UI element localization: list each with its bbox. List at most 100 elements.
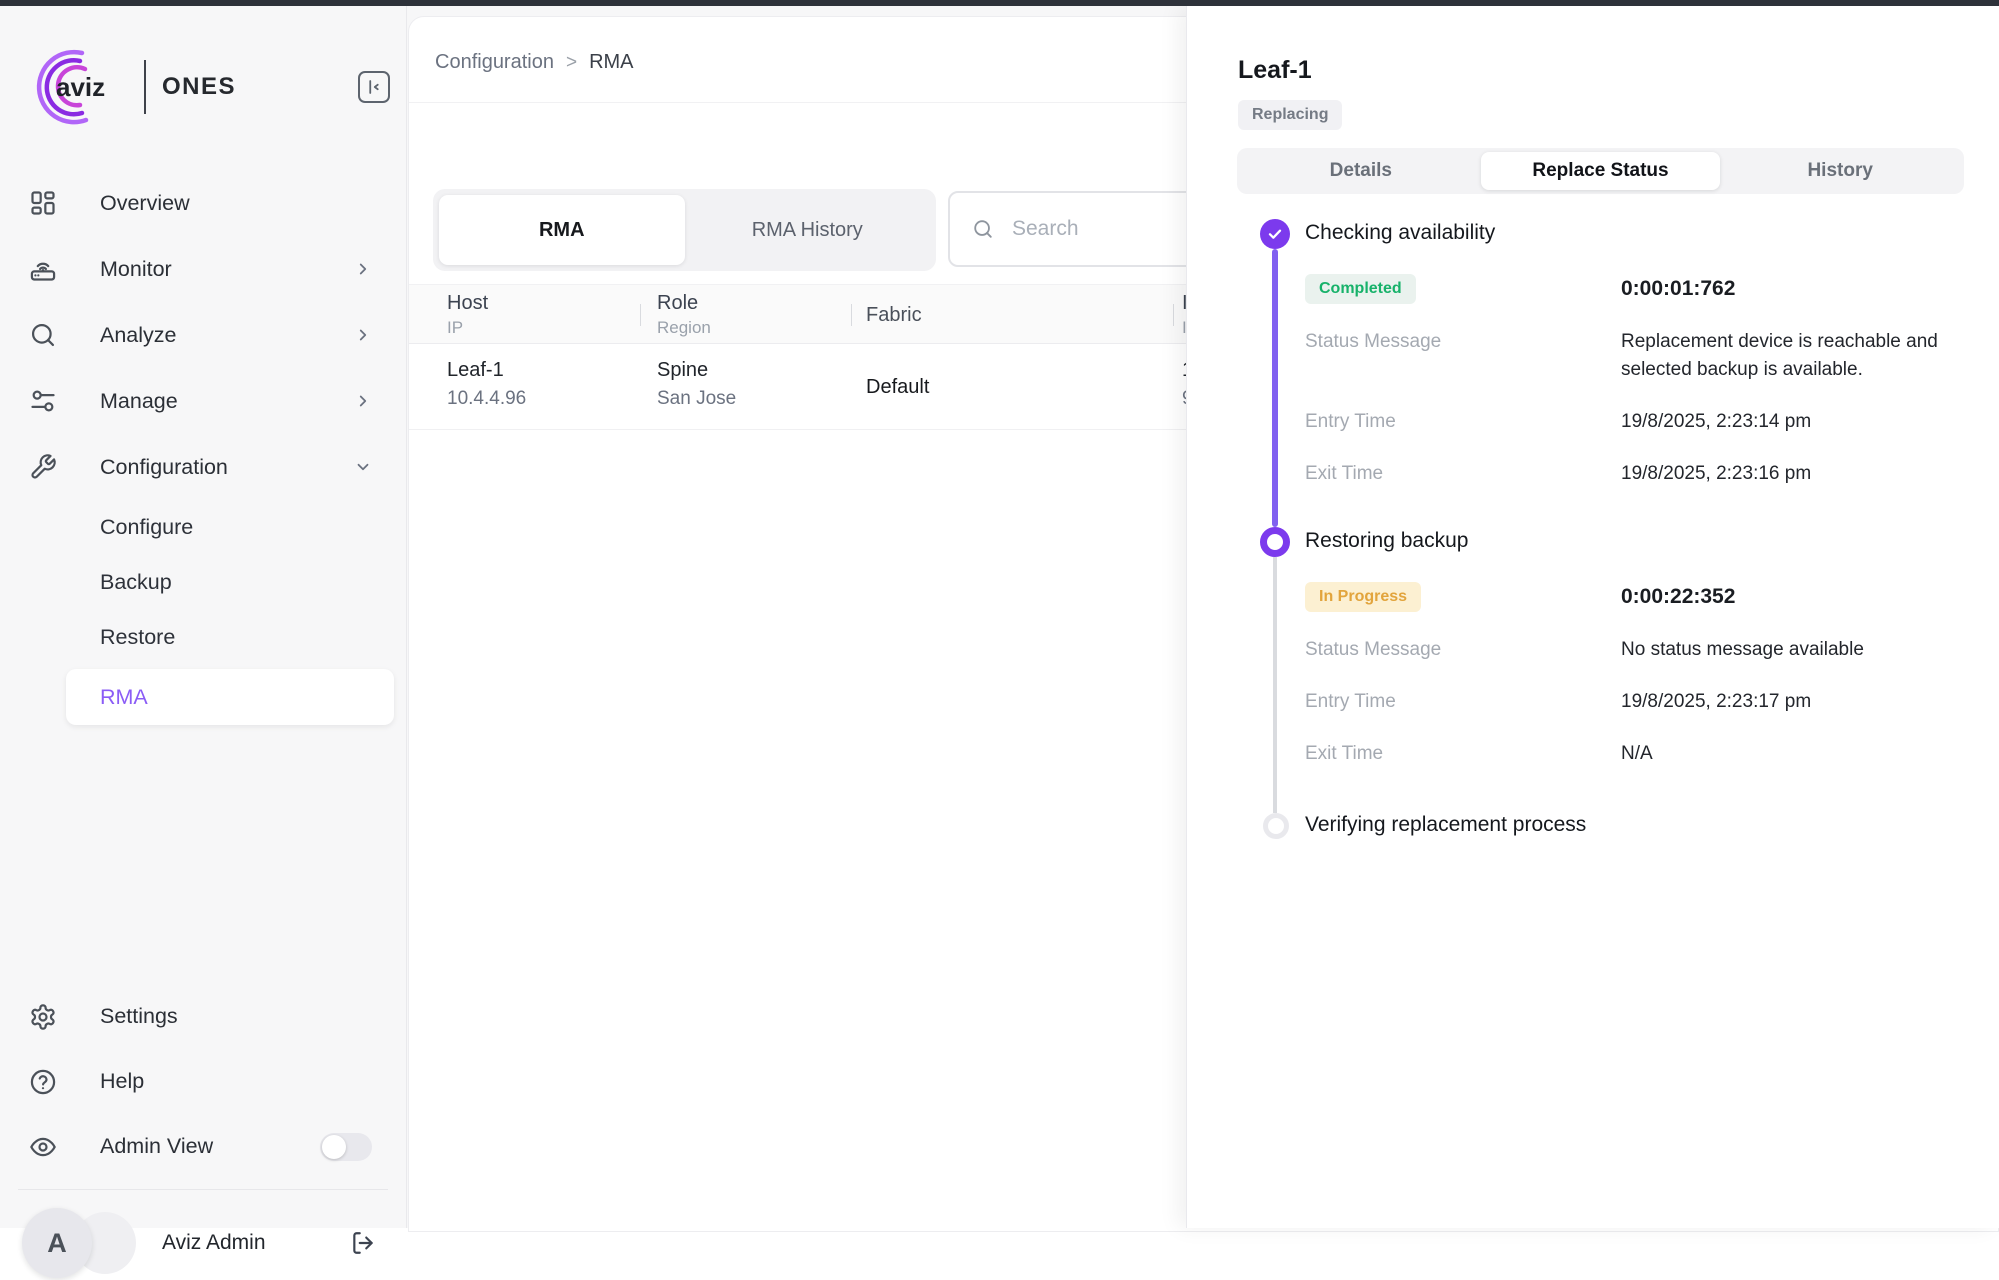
step-state-badge: Completed [1305, 274, 1416, 304]
timeline-node-pending [1263, 813, 1289, 839]
magnifier-icon [28, 320, 58, 350]
timeline-connector-pending [1273, 557, 1277, 813]
cell-role: Spine San Jose [657, 359, 736, 410]
toggle-knob [322, 1135, 346, 1159]
entry-time-label: Entry Time [1305, 688, 1621, 716]
chevron-right-icon [354, 326, 372, 344]
timeline-step-title: Restoring backup [1305, 526, 1468, 556]
status-message-value: Replacement device is reachable and sele… [1621, 328, 1999, 384]
timeline-node-completed [1260, 219, 1290, 249]
avatar[interactable]: A [22, 1206, 134, 1280]
logout-icon [350, 1230, 376, 1256]
help-icon [28, 1067, 58, 1097]
top-window-bar [0, 0, 1999, 6]
tab-history[interactable]: History [1720, 152, 1960, 190]
sub-item-label: Backup [100, 570, 172, 595]
avatar-initial: A [22, 1208, 92, 1278]
status-message-value: No status message available [1621, 636, 1999, 664]
sidebar-footer: Settings Help Admin View A Aviz Admin [0, 984, 406, 1280]
wrench-icon [28, 452, 58, 482]
exit-time-label: Exit Time [1305, 460, 1621, 488]
sidebar-item-label: Admin View [100, 1134, 213, 1159]
sidebar-collapse-button[interactable] [358, 71, 390, 103]
rma-tab-group: RMA RMA History [433, 189, 936, 271]
sidebar-item-analyze[interactable]: Analyze [0, 302, 406, 368]
panel-left-collapse-icon [365, 78, 383, 96]
entry-time-label: Entry Time [1305, 408, 1621, 436]
sub-item-label: Restore [100, 625, 175, 650]
sidebar-item-label: Help [100, 1069, 144, 1094]
sidebar-item-rma[interactable]: RMA [66, 669, 394, 725]
timeline-step-title: Verifying replacement process [1305, 810, 1586, 840]
sidebar-item-configuration[interactable]: Configuration [0, 434, 406, 500]
check-icon [1267, 226, 1283, 242]
column-separator [1173, 304, 1174, 326]
tab-rma[interactable]: RMA [439, 195, 685, 265]
sidebar-item-monitor[interactable]: Monitor [0, 236, 406, 302]
admin-view-toggle[interactable] [320, 1133, 372, 1161]
sidebar-item-label: Settings [100, 1004, 178, 1029]
breadcrumb-current: RMA [589, 51, 633, 74]
timeline-connector-completed [1272, 249, 1278, 527]
sidebar-item-restore[interactable]: Restore [0, 610, 406, 665]
entry-time-value: 19/8/2025, 2:23:17 pm [1621, 688, 1999, 716]
timeline-step-details: In Progress 0:00:22:352 Status Message N… [1305, 582, 1999, 768]
step-duration: 0:00:01:762 [1621, 274, 1999, 304]
sidebar-item-manage[interactable]: Manage [0, 368, 406, 434]
exit-time-label: Exit Time [1305, 740, 1621, 768]
product-name: ONES [162, 73, 236, 101]
sliders-icon [28, 386, 58, 416]
device-detail-drawer: Leaf-1 Replacing Details Replace Status … [1186, 6, 1999, 1228]
sidebar: aviz ONES Overview [0, 6, 407, 1228]
breadcrumb-parent[interactable]: Configuration [435, 51, 554, 74]
sidebar-item-help[interactable]: Help [0, 1049, 406, 1114]
dashboard-icon [28, 188, 58, 218]
step-state-badge: In Progress [1305, 582, 1421, 612]
sidebar-item-label: Overview [100, 191, 190, 216]
timeline-step-title: Checking availability [1305, 218, 1495, 248]
sidebar-nav: Overview Monitor Analyze [0, 170, 406, 725]
sub-item-label: Configure [100, 515, 193, 540]
tab-details[interactable]: Details [1241, 152, 1481, 190]
sidebar-item-label: Configuration [100, 455, 228, 480]
column-separator [851, 304, 852, 326]
sidebar-item-admin-view[interactable]: Admin View [0, 1114, 406, 1179]
drawer-tab-group: Details Replace Status History [1237, 148, 1964, 194]
gear-icon [28, 1002, 58, 1032]
brand-row: aviz ONES [0, 6, 406, 128]
sub-item-label: RMA [100, 685, 148, 710]
router-icon [28, 254, 58, 284]
sidebar-item-settings[interactable]: Settings [0, 984, 406, 1049]
eye-icon [28, 1132, 58, 1162]
chevron-right-icon [354, 392, 372, 410]
cell-fabric: Default [866, 344, 929, 430]
cell-host: Leaf-1 10.4.4.96 [447, 359, 526, 410]
breadcrumb-separator-icon: > [566, 52, 577, 74]
entry-time-value: 19/8/2025, 2:23:14 pm [1621, 408, 1999, 436]
timeline-node-in-progress [1260, 527, 1290, 557]
tab-rma-history[interactable]: RMA History [685, 195, 931, 265]
column-header-host: Host IP [447, 292, 488, 338]
chevron-right-icon [354, 260, 372, 278]
exit-time-value: 19/8/2025, 2:23:16 pm [1621, 460, 1999, 488]
status-badge: Replacing [1238, 100, 1342, 130]
configuration-subnav: Configure Backup Restore RMA [0, 500, 406, 725]
step-duration: 0:00:22:352 [1621, 582, 1999, 612]
timeline-step-details: Completed 0:00:01:762 Status Message Rep… [1305, 274, 1999, 488]
footer-divider [18, 1189, 388, 1190]
user-name: Aviz Admin [162, 1231, 266, 1255]
tab-replace-status[interactable]: Replace Status [1481, 152, 1721, 190]
sidebar-item-overview[interactable]: Overview [0, 170, 406, 236]
sidebar-item-configure[interactable]: Configure [0, 500, 406, 555]
sidebar-item-label: Analyze [100, 323, 177, 348]
sidebar-item-backup[interactable]: Backup [0, 555, 406, 610]
aviz-logo-icon: aviz [30, 46, 134, 128]
drawer-title: Leaf-1 [1238, 56, 1312, 85]
logout-button[interactable] [350, 1230, 376, 1256]
status-message-label: Status Message [1305, 328, 1621, 356]
search-icon [972, 218, 994, 240]
svg-text:aviz: aviz [56, 72, 105, 102]
status-message-label: Status Message [1305, 636, 1621, 664]
column-separator [640, 304, 641, 326]
chevron-down-icon [354, 458, 372, 476]
